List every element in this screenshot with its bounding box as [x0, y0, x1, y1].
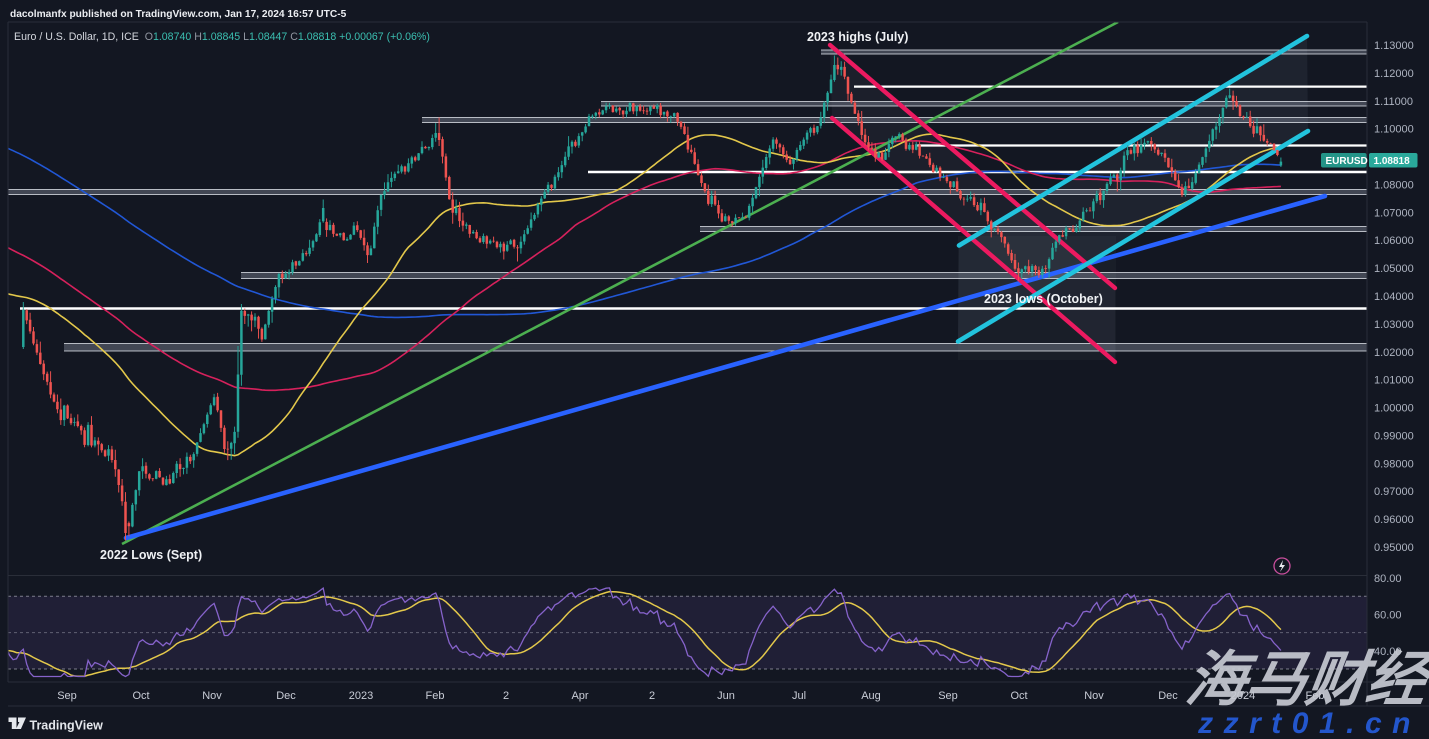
svg-text:Dec: Dec: [276, 690, 296, 702]
svg-text:1.11000: 1.11000: [1374, 96, 1413, 108]
svg-text:0.95000: 0.95000: [1374, 542, 1414, 554]
svg-text:1.08818: 1.08818: [1374, 156, 1411, 167]
svg-text:Nov: Nov: [1084, 690, 1104, 702]
svg-text:80.00: 80.00: [1374, 573, 1402, 585]
svg-text:1.10000: 1.10000: [1374, 124, 1414, 136]
svg-text:2023: 2023: [349, 690, 373, 702]
svg-text:2023 highs (July): 2023 highs (July): [807, 30, 908, 44]
svg-text:Feb: Feb: [426, 690, 445, 702]
svg-text:40.00: 40.00: [1374, 646, 1402, 658]
svg-text:Jul: Jul: [792, 690, 806, 702]
svg-text:海马财经: 海马财经: [1182, 645, 1429, 713]
svg-text:1.05000: 1.05000: [1374, 263, 1414, 275]
svg-text:Apr: Apr: [571, 690, 588, 702]
svg-text:1.13000: 1.13000: [1374, 40, 1414, 52]
svg-text:60.00: 60.00: [1374, 610, 1402, 622]
svg-text:1.08000: 1.08000: [1374, 180, 1414, 192]
svg-text:1.03000: 1.03000: [1374, 319, 1414, 331]
svg-text:Dec: Dec: [1158, 690, 1178, 702]
svg-text:0.99000: 0.99000: [1374, 431, 1414, 443]
svg-text:1.07000: 1.07000: [1374, 207, 1414, 219]
svg-text:Jun: Jun: [717, 690, 735, 702]
svg-text:Sep: Sep: [938, 690, 958, 702]
svg-text:2: 2: [503, 690, 509, 702]
svg-text:2024: 2024: [1231, 690, 1255, 702]
svg-text:2023 lows (October): 2023 lows (October): [984, 292, 1103, 306]
svg-text:Oct: Oct: [1010, 690, 1027, 702]
svg-text:Feb: Feb: [1306, 690, 1325, 702]
svg-text:1.01000: 1.01000: [1374, 375, 1414, 387]
svg-text:Sep: Sep: [57, 690, 77, 702]
svg-text:dacolmanfx published on Tradin: dacolmanfx published on TradingView.com,…: [10, 9, 347, 20]
svg-text:1.04000: 1.04000: [1374, 291, 1414, 303]
svg-text:1.12000: 1.12000: [1374, 68, 1414, 80]
svg-text:EURUSD: EURUSD: [1326, 156, 1368, 167]
svg-text:1.00000: 1.00000: [1374, 403, 1414, 415]
svg-text:0.96000: 0.96000: [1374, 514, 1414, 526]
svg-text:0.97000: 0.97000: [1374, 486, 1414, 498]
svg-text:Aug: Aug: [861, 690, 881, 702]
svg-text:Euro / U.S. Dollar, 1D, ICE O: Euro / U.S. Dollar, 1D, ICE O1.08740 H1.…: [14, 31, 430, 43]
svg-text:Oct: Oct: [132, 690, 149, 702]
svg-text:TradingView: TradingView: [30, 719, 104, 733]
svg-text:1.06000: 1.06000: [1374, 235, 1414, 247]
svg-text:2022 Lows (Sept): 2022 Lows (Sept): [100, 548, 202, 562]
svg-text:1.02000: 1.02000: [1374, 347, 1414, 359]
svg-text:2: 2: [649, 690, 655, 702]
svg-text:zzrt01.cn: zzrt01.cn: [1197, 707, 1421, 739]
svg-text:Nov: Nov: [202, 690, 222, 702]
svg-text:0.98000: 0.98000: [1374, 458, 1414, 470]
